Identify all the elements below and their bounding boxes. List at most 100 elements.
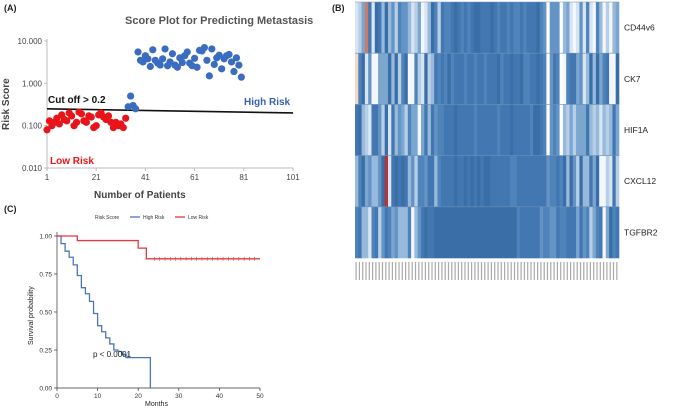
heatmap-cell xyxy=(388,206,392,259)
heatmap-cell xyxy=(444,53,448,105)
heatmap-cell xyxy=(434,206,438,259)
heatmap-cell xyxy=(450,155,455,208)
heatmap-column-label xyxy=(378,262,380,280)
heatmap-cell xyxy=(520,206,524,259)
heatmap-cell xyxy=(559,206,564,259)
heatmap-cell xyxy=(510,104,514,156)
heatmap-cell xyxy=(510,53,514,105)
chart-c-xlabel: Months xyxy=(145,401,168,408)
heatmap-cell xyxy=(411,104,415,156)
heatmap-column-label xyxy=(388,262,390,280)
heatmap-cell xyxy=(496,104,501,156)
heatmap-cell xyxy=(569,53,574,105)
heatmap-cell xyxy=(388,53,392,105)
heatmap-cell xyxy=(430,206,435,259)
heatmap-column-label xyxy=(566,262,568,280)
heatmap-cell xyxy=(559,53,564,105)
heatmap-cell xyxy=(526,104,531,156)
heatmap-cell xyxy=(569,104,574,156)
pvalue-label: p < 0.0001 xyxy=(93,350,132,359)
heatmap-cell xyxy=(592,104,597,156)
heatmap-cell xyxy=(417,155,422,208)
heatmap-cell xyxy=(391,206,395,259)
heatmap-cell xyxy=(381,53,385,105)
heatmap-cell xyxy=(520,155,524,208)
chart-a-y-tick-label: 10.000 xyxy=(18,37,43,46)
heatmap-cell xyxy=(427,104,432,156)
low-risk-curve xyxy=(57,235,260,260)
heatmap-cell xyxy=(589,206,593,259)
panel-b-label: (B) xyxy=(332,3,345,13)
heatmap-cell xyxy=(516,53,521,105)
heatmap-cell xyxy=(411,53,415,105)
heatmap-cell xyxy=(496,53,501,105)
heatmap-cell xyxy=(477,155,481,208)
heatmap-cell xyxy=(467,104,471,156)
heatmap-cell xyxy=(404,2,409,54)
heatmap-cell xyxy=(454,2,458,54)
heatmap-cell xyxy=(411,206,415,259)
heatmap-cell xyxy=(566,53,570,105)
heatmap-cell xyxy=(361,2,366,54)
chart-a-y-tick-label: 0.100 xyxy=(22,122,43,131)
heatmap-cell xyxy=(480,104,484,156)
heatmap-column-label xyxy=(579,262,582,280)
heatmap-cell xyxy=(487,206,491,259)
heatmap-cell xyxy=(378,2,382,54)
chart-c-x-tick-label: 0 xyxy=(55,393,59,400)
heatmap-cell xyxy=(417,206,422,259)
heatmap-cell xyxy=(543,104,547,156)
chart-c-x-tick-label: 20 xyxy=(135,393,143,400)
heatmap-cell xyxy=(595,2,600,54)
heatmap-cell xyxy=(529,2,534,54)
heatmap-cell xyxy=(374,155,379,208)
heatmap-cell xyxy=(562,155,567,208)
heatmap-cell xyxy=(358,155,362,208)
heatmap-cell xyxy=(361,155,366,208)
heatmap-column-label xyxy=(477,262,479,280)
heatmap-column-label xyxy=(398,262,400,280)
heatmap-cell xyxy=(572,2,577,54)
heatmap-row-label: TGFBR2 xyxy=(624,227,658,237)
heatmap-cell xyxy=(477,2,481,54)
heatmap-cell xyxy=(513,155,517,208)
heatmap-cell xyxy=(430,2,435,54)
heatmap-cell xyxy=(378,206,382,259)
heatmap-cell xyxy=(364,53,369,105)
heatmap-cell xyxy=(391,53,395,105)
heatmap-cell xyxy=(454,206,458,259)
heatmap-cell xyxy=(496,206,501,259)
heatmap-cell xyxy=(434,53,438,105)
heatmap-cell xyxy=(361,206,366,259)
heatmap-column-label xyxy=(405,262,407,280)
heatmap-cell xyxy=(549,155,554,208)
heatmap-cell xyxy=(556,53,560,105)
high-risk-curve xyxy=(57,235,152,388)
high-risk-point xyxy=(149,46,157,54)
heatmap-column-label xyxy=(523,262,525,280)
heatmap-column-label xyxy=(533,262,535,280)
chart-a-x-tick-label: 21 xyxy=(92,173,101,182)
heatmap-column-label xyxy=(596,262,598,280)
heatmap-column-label xyxy=(517,262,519,280)
heatmap-cell xyxy=(546,104,550,156)
high-risk-point xyxy=(146,62,154,71)
heatmap-cell xyxy=(493,104,498,156)
heatmap-cell xyxy=(493,53,498,105)
panel-a-label: (A) xyxy=(4,3,17,13)
heatmap-cell xyxy=(543,206,547,259)
heatmap-cell xyxy=(421,155,425,208)
heatmap-cell xyxy=(572,206,577,259)
heatmap-cell xyxy=(421,53,425,105)
low-risk-point xyxy=(122,114,130,122)
heatmap-row-label: HIF1A xyxy=(624,125,648,135)
heatmap-column-label xyxy=(365,262,367,280)
legend-entry: High Risk xyxy=(143,215,165,221)
heatmap-cell xyxy=(421,104,425,156)
heatmap-cell xyxy=(381,104,385,156)
heatmap-cell xyxy=(582,206,587,259)
heatmap-cell xyxy=(586,104,590,156)
heatmap-cell xyxy=(424,2,428,54)
heatmap-cell xyxy=(586,206,590,259)
heatmap-cell xyxy=(388,104,392,156)
